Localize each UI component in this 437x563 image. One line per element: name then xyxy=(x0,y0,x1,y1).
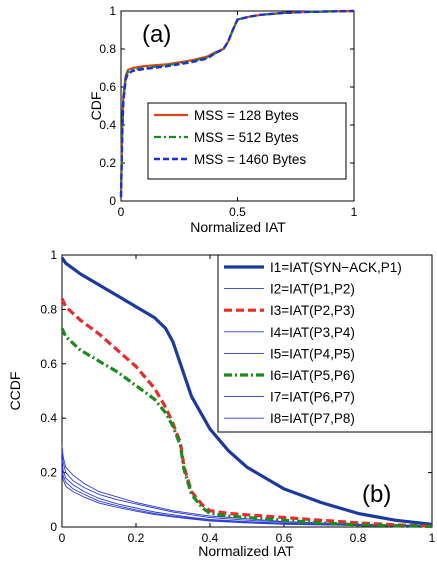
legend-entry-label: I7=IAT(P6,P7) xyxy=(270,390,355,405)
y-tick-label: 0.6 xyxy=(40,357,57,371)
x-tick-label: 1 xyxy=(351,205,358,219)
legend-entry-label: MSS = 512 Bytes xyxy=(194,130,299,145)
y-tick-label: 0.4 xyxy=(40,411,57,425)
series-line-5 xyxy=(61,458,433,527)
series-line-8 xyxy=(61,472,433,527)
x-tick-label: 0.8 xyxy=(350,531,367,545)
y-tick-label: 0 xyxy=(50,520,57,534)
panel-label-b: (b) xyxy=(362,481,391,508)
series-line-6 xyxy=(60,327,433,529)
x-tick-label: 0.6 xyxy=(276,531,293,545)
y-tick-label: 0.4 xyxy=(99,118,116,132)
legend-entry-label: MSS = 128 Bytes xyxy=(194,108,299,123)
y-tick-label: 1 xyxy=(109,4,116,18)
chart-panel-a: 0 0.5 1 0 0.2 0.4 0.6 0.8 1 (a) Normalized IAT C… xyxy=(88,4,358,235)
x-tick-label: 0.2 xyxy=(128,531,145,545)
x-tick-label: 0 xyxy=(59,531,66,545)
legend-entry-label: I8=IAT(P7,P8) xyxy=(270,411,355,426)
legend-entry-label: I3=IAT(P2,P3) xyxy=(270,303,355,318)
x-tick-label: 0.5 xyxy=(229,205,246,219)
x-axis-label-a: Normalized IAT xyxy=(190,219,286,235)
axis-ticks-a: 0 0.5 1 0 0.2 0.4 0.6 0.8 1 xyxy=(99,4,357,219)
y-tick-label: 0 xyxy=(109,194,116,208)
legend-entry-label: I2=IAT(P1,P2) xyxy=(270,282,355,297)
axis-ticks-b: 0 0.2 0.4 0.6 0.8 1 0 0.2 0.4 0.6 0.8 1 xyxy=(40,248,435,545)
series-line-3 xyxy=(119,9,355,198)
legend-b: I1=IAT(SYN−ACK,P1) I2=IAT(P1,P2) I3=IAT(P2… xyxy=(217,254,433,433)
legend-entry-label: I6=IAT(P5,P6) xyxy=(270,368,355,383)
y-axis-label-a: CDF xyxy=(88,92,104,121)
legend-entry-label: I4=IAT(P3,P4) xyxy=(270,325,355,340)
legend-box xyxy=(147,102,347,180)
series-line-7 xyxy=(61,467,433,527)
legend-entry-label: I1=IAT(SYN−ACK,P1) xyxy=(270,260,402,275)
y-tick-label: 0.2 xyxy=(40,466,57,480)
x-tick-label: 1 xyxy=(429,531,436,545)
series-line-1 xyxy=(60,256,433,526)
chart-panel-b: 0 0.2 0.4 0.6 0.8 1 0 0.2 0.4 0.6 0.8 1 (b) Normali… xyxy=(7,248,436,559)
x-tick-label: 0 xyxy=(118,205,125,219)
series-line-4 xyxy=(61,450,433,527)
y-tick-label: 0.8 xyxy=(99,42,116,56)
y-tick-label: 0.8 xyxy=(40,302,57,316)
legend-box xyxy=(217,254,433,433)
legend-a: MSS = 128 Bytes MSS = 512 Bytes MSS = 1460… xyxy=(147,102,347,180)
x-axis-label-b: Normalized IAT xyxy=(198,543,294,559)
series-lines-a xyxy=(119,9,355,198)
legend-entry-label: I5=IAT(P4,P5) xyxy=(270,346,355,361)
y-tick-label: 0.2 xyxy=(99,156,116,170)
y-tick-label: 0.6 xyxy=(99,80,116,94)
panel-label-a: (a) xyxy=(142,21,171,48)
legend-entry-label: MSS = 1460 Bytes xyxy=(194,152,306,167)
y-tick-label: 1 xyxy=(50,248,57,262)
y-axis-label-b: CCDF xyxy=(7,372,23,411)
series-line-3 xyxy=(60,297,433,528)
series-lines-b xyxy=(60,256,433,529)
x-tick-label: 0.4 xyxy=(202,531,219,545)
